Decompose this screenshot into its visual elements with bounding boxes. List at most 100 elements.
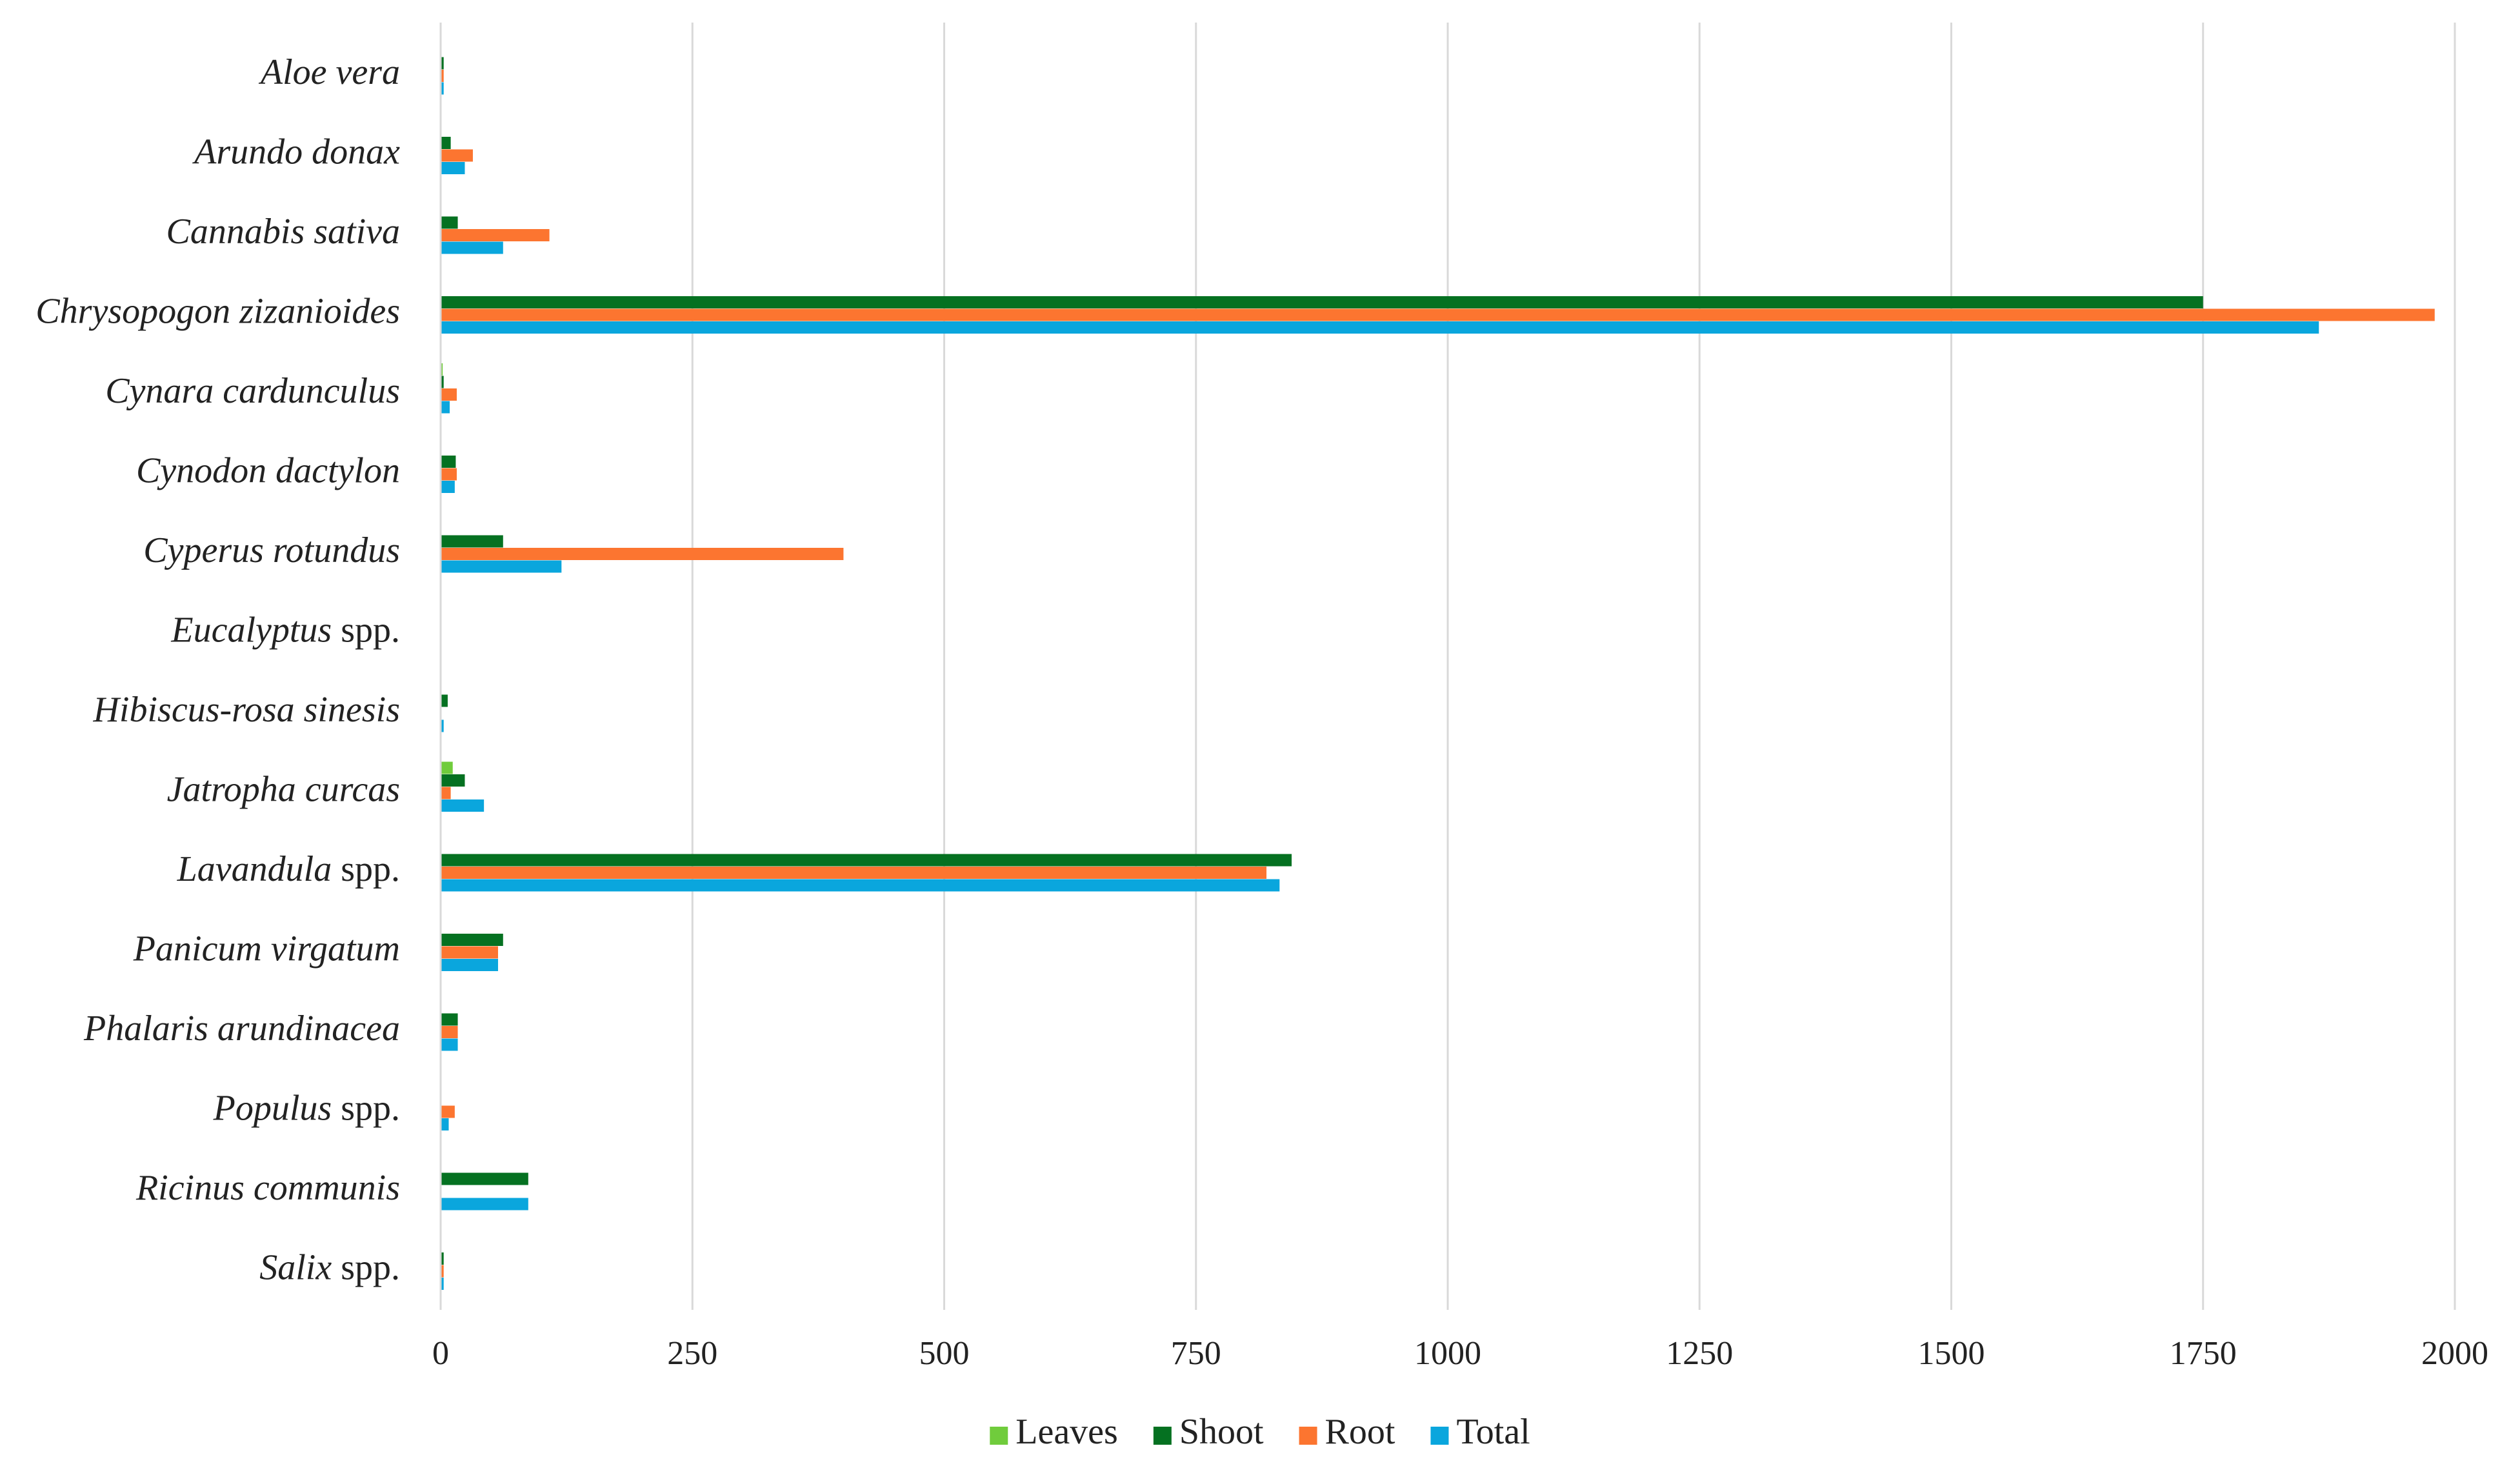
- category-label-italic: Hibiscus-rosa sinesis: [92, 690, 400, 730]
- bar-root-cynara-cardunculus: Cynara cardunculus — Root: 16: [441, 388, 457, 401]
- bar-shoot-salix-spp: Salix spp. — Shoot: 3: [441, 1252, 444, 1265]
- x-tick-label-1500: 1500: [1918, 1335, 1985, 1372]
- bar-total-ricinus-communis: Ricinus communis — Total: 87: [441, 1198, 528, 1211]
- category-label-italic: Cynodon dactylon: [136, 451, 400, 491]
- bar-total-aloe-vera: Aloe vera — Total: 3: [441, 82, 444, 95]
- category-label-italic: Ricinus communis: [135, 1168, 400, 1208]
- bar-root-populus-spp: Populus spp. — Root: 14: [441, 1105, 455, 1118]
- bar-shoot-panicum-virgatum: Panicum virgatum — Shoot: 62: [441, 934, 503, 946]
- category-label-italic: Eucalyptus: [170, 610, 332, 650]
- category-label-suffix: spp.: [332, 610, 400, 650]
- category-label-cyperus-rotundus: Cyperus rotundus: [143, 530, 400, 570]
- bar-total-jatropha-curcas: Jatropha curcas — Total: 43: [441, 799, 485, 812]
- legend-swatch-total: [1430, 1427, 1449, 1445]
- bar-root-jatropha-curcas: Jatropha curcas — Root: 10: [441, 787, 451, 799]
- legend-swatch-shoot: [1153, 1427, 1172, 1445]
- bar-total-phalaris-arundinacea: Phalaris arundinacea — Total: 17: [441, 1038, 458, 1051]
- category-label-jatropha-curcas: Jatropha curcas: [167, 770, 400, 810]
- category-label-ricinus-communis: Ricinus communis: [135, 1168, 400, 1208]
- legend-label-root: Root: [1325, 1412, 1395, 1452]
- category-label-hibiscus-rosa-sinesis: Hibiscus-rosa sinesis: [92, 690, 400, 730]
- legend-label-shoot: Shoot: [1179, 1412, 1264, 1452]
- gridlines: [691, 23, 2456, 1310]
- category-label-italic: Phalaris arundinacea: [83, 1009, 400, 1049]
- category-label-arundo-donax: Arundo donax: [192, 132, 400, 172]
- bar-root-cynodon-dactylon: Cynodon dactylon — Root: 16: [441, 468, 457, 481]
- bar-root-arundo-donax: Arundo donax — Root: 32: [441, 149, 473, 162]
- category-label-panicum-virgatum: Panicum virgatum: [133, 929, 400, 969]
- x-tick-label-500: 500: [919, 1335, 970, 1372]
- category-label-italic: Cynara cardunculus: [105, 371, 400, 411]
- bar-shoot-cynodon-dactylon: Cynodon dactylon — Shoot: 15: [441, 456, 456, 468]
- bar-total-cynodon-dactylon: Cynodon dactylon — Total: 14: [441, 481, 455, 493]
- x-tick-labels: 0 250 500 750 1000 1250 1500 1750 2000: [432, 1335, 2488, 1372]
- bar-root-salix-spp: Salix spp. — Root: 3: [441, 1265, 444, 1278]
- category-label-suffix: spp.: [332, 1089, 400, 1129]
- bar-root-lavandula-spp: Lavandula spp. — Root: 820: [441, 867, 1267, 879]
- category-label-italic: Cannabis sativa: [166, 212, 400, 252]
- bar-total-cyperus-rotundus: Cyperus rotundus — Total: 120: [441, 560, 562, 573]
- bar-total-chrysopogon-zizanioides: Chrysopogon zizanioides — Total: 1865: [441, 321, 2319, 334]
- category-label-aloe-vera: Aloe vera: [258, 52, 400, 92]
- bar-root-panicum-virgatum: Panicum virgatum — Root: 57: [441, 946, 498, 959]
- bar-leaves-jatropha-curcas: Jatropha curcas — Leaves: 12: [441, 761, 453, 774]
- x-tick-label-1000: 1000: [1414, 1335, 1481, 1372]
- bar-shoot-cannabis-sativa: Cannabis sativa — Shoot: 17: [441, 216, 458, 229]
- bar-root-cannabis-sativa: Cannabis sativa — Root: 108: [441, 229, 550, 241]
- legend-item-total: Total: [1430, 1412, 1530, 1452]
- category-label-italic: Panicum virgatum: [133, 929, 400, 969]
- bar-shoot-jatropha-curcas: Jatropha curcas — Shoot: 24: [441, 774, 465, 787]
- x-tick-label-750: 750: [1171, 1335, 1221, 1372]
- bar-total-populus-spp: Populus spp. — Total: 8: [441, 1118, 449, 1130]
- bar-root-chrysopogon-zizanioides: Chrysopogon zizanioides — Root: 1980: [441, 308, 2435, 321]
- bar-total-arundo-donax: Arundo donax — Total: 24: [441, 162, 465, 174]
- bars: Aloe vera — Leaves: 0Aloe vera — Shoot: …: [441, 57, 2435, 1290]
- bar-shoot-chrysopogon-zizanioides: Chrysopogon zizanioides — Shoot: 1750: [441, 296, 2203, 308]
- category-label-populus-spp: Populus spp.: [213, 1089, 400, 1129]
- category-label-italic: Lavandula: [177, 849, 332, 889]
- bar-total-cynara-cardunculus: Cynara cardunculus — Total: 9: [441, 401, 450, 414]
- category-label-cynodon-dactylon: Cynodon dactylon: [136, 451, 400, 491]
- category-label-suffix: spp.: [332, 849, 400, 889]
- legend-item-root: Root: [1299, 1412, 1395, 1452]
- bar-total-panicum-virgatum: Panicum virgatum — Total: 57: [441, 959, 498, 971]
- x-tick-label-2000: 2000: [2421, 1335, 2488, 1372]
- category-label-suffix: spp.: [332, 1248, 400, 1288]
- category-label-cynara-cardunculus: Cynara cardunculus: [105, 371, 400, 411]
- legend-swatch-root: [1299, 1427, 1317, 1445]
- legend: Leaves Shoot Root Total: [990, 1412, 1530, 1452]
- bar-root-phalaris-arundinacea: Phalaris arundinacea — Root: 17: [441, 1026, 458, 1038]
- x-tick-label-0: 0: [432, 1335, 449, 1372]
- bar-shoot-hibiscus-rosa-sinesis: Hibiscus-rosa sinesis — Shoot: 7: [441, 694, 448, 707]
- legend-label-leaves: Leaves: [1015, 1412, 1118, 1452]
- bar-root-cyperus-rotundus: Cyperus rotundus — Root: 400: [441, 548, 844, 560]
- category-label-italic: Populus: [213, 1089, 332, 1129]
- category-label-chrysopogon-zizanioides: Chrysopogon zizanioides: [35, 292, 400, 332]
- legend-label-total: Total: [1456, 1412, 1530, 1452]
- bar-root-aloe-vera: Aloe vera — Root: 3: [441, 70, 444, 82]
- bar-total-lavandula-spp: Lavandula spp. — Total: 833: [441, 879, 1280, 892]
- category-label-italic: Salix: [259, 1248, 332, 1288]
- category-label-eucalyptus-spp: Eucalyptus spp.: [170, 610, 400, 650]
- bar-shoot-lavandula-spp: Lavandula spp. — Shoot: 845: [441, 854, 1292, 867]
- category-label-phalaris-arundinacea: Phalaris arundinacea: [83, 1009, 400, 1049]
- x-tick-label-1250: 1250: [1666, 1335, 1733, 1372]
- bar-shoot-phalaris-arundinacea: Phalaris arundinacea — Shoot: 17: [441, 1013, 458, 1026]
- bar-total-hibiscus-rosa-sinesis: Hibiscus-rosa sinesis — Total: 3: [441, 719, 444, 732]
- category-labels: Aloe vera Arundo donax Cannabis sativa Chry…: [35, 52, 400, 1288]
- bar-total-cannabis-sativa: Cannabis sativa — Total: 62: [441, 241, 503, 254]
- category-label-lavandula-spp: Lavandula spp.: [177, 849, 400, 889]
- bar-shoot-cynara-cardunculus: Cynara cardunculus — Shoot: 3: [441, 376, 444, 388]
- bar-leaves-cynara-cardunculus: Cynara cardunculus — Leaves: 2: [441, 363, 443, 376]
- category-label-cannabis-sativa: Cannabis sativa: [166, 212, 400, 252]
- category-label-italic: Arundo donax: [192, 132, 400, 172]
- category-label-italic: Aloe vera: [258, 52, 400, 92]
- legend-swatch-leaves: [990, 1427, 1008, 1445]
- category-label-italic: Cyperus rotundus: [143, 530, 400, 570]
- legend-item-shoot: Shoot: [1153, 1412, 1264, 1452]
- bar-total-salix-spp: Salix spp. — Total: 3: [441, 1278, 444, 1290]
- bar-shoot-arundo-donax: Arundo donax — Shoot: 10: [441, 137, 451, 149]
- bar-shoot-aloe-vera: Aloe vera — Shoot: 3: [441, 57, 444, 70]
